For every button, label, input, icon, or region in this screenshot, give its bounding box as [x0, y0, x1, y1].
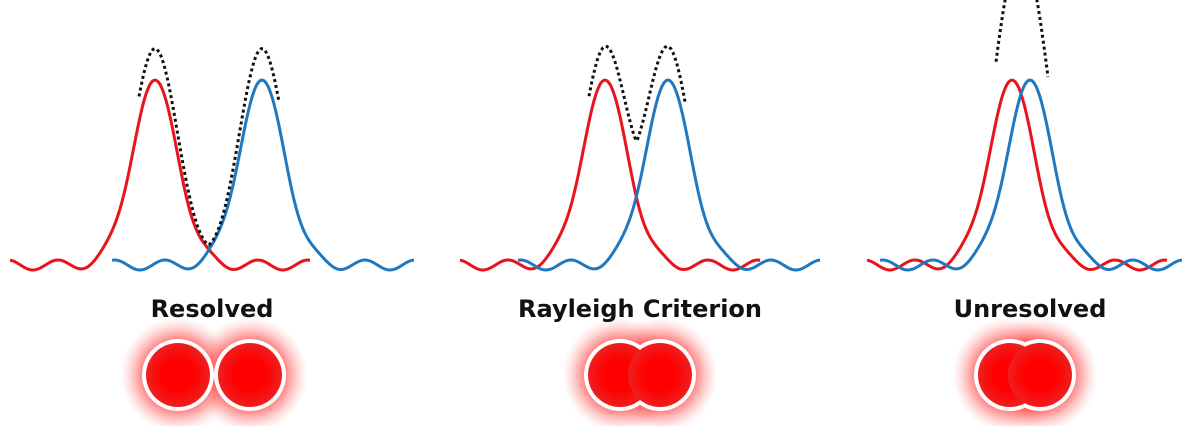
red-curve [9, 78, 311, 272]
blue-curve [111, 78, 415, 272]
panel-label: Resolved [151, 295, 274, 323]
panel-label: Rayleigh Criterion [518, 295, 762, 323]
panel-label: Unresolved [954, 295, 1107, 323]
sum-curve [137, 46, 281, 247]
red-curve [459, 78, 761, 272]
red-curve [866, 78, 1168, 272]
spot [218, 343, 282, 407]
sum-curve [587, 44, 687, 144]
blue-curve [517, 78, 821, 272]
spot [628, 343, 692, 407]
spot [1008, 343, 1072, 407]
curves [9, 0, 1183, 272]
blue-curve [879, 78, 1183, 272]
spot [146, 343, 210, 407]
spots [120, 317, 1098, 426]
sum-curve [994, 0, 1050, 78]
